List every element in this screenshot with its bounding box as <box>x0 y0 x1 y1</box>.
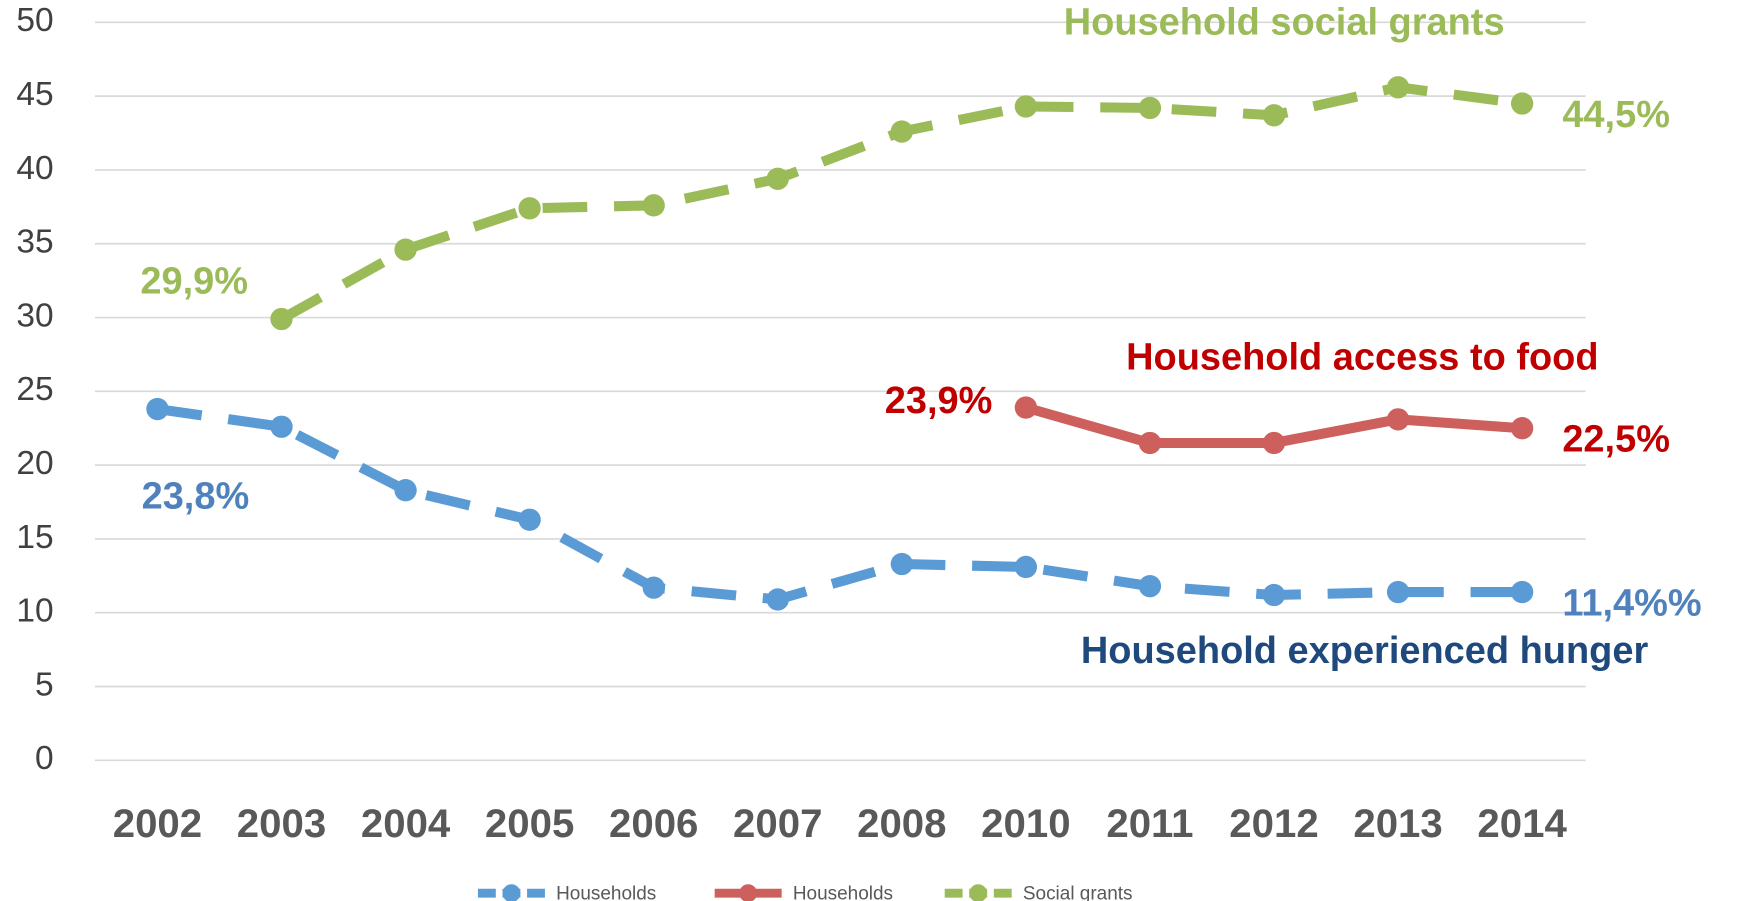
point <box>1510 580 1534 604</box>
value-label: 23,8% <box>142 475 250 517</box>
point <box>1014 95 1038 118</box>
y-tick-label: 20 <box>16 445 53 482</box>
x-tick-label: 2013 <box>1353 801 1442 846</box>
x-tick-label: 2012 <box>1229 801 1318 846</box>
x-tick-label: 2014 <box>1477 801 1567 846</box>
x-tick-label: 2004 <box>361 801 451 846</box>
point <box>1138 574 1162 598</box>
x-tick-label: 2010 <box>981 801 1070 846</box>
y-tick-label: 40 <box>16 150 53 187</box>
point <box>766 588 789 611</box>
point <box>518 508 541 531</box>
x-tick-label: 2008 <box>857 801 946 846</box>
point <box>1386 408 1410 431</box>
annotation: Household social grants <box>1064 2 1505 44</box>
x-tick-label: 2007 <box>733 801 822 846</box>
point <box>394 238 417 261</box>
point <box>1386 580 1410 604</box>
legend-label: Households <box>556 883 656 901</box>
x-tick-label: 2002 <box>113 801 202 846</box>
point <box>146 397 169 421</box>
legend-marker <box>739 884 758 901</box>
point <box>1014 555 1038 579</box>
point <box>642 194 665 217</box>
point <box>1262 104 1286 127</box>
value-label: 29,9% <box>140 260 248 302</box>
legend-marker <box>502 884 521 901</box>
value-label: 22,5% <box>1562 419 1670 461</box>
point <box>518 197 541 220</box>
point <box>890 120 913 143</box>
point <box>394 479 417 502</box>
point <box>1386 76 1410 99</box>
series-line <box>156 404 1523 605</box>
annotation: Household access to food <box>1126 337 1598 379</box>
y-tick-label: 30 <box>16 297 53 334</box>
point <box>270 307 293 331</box>
point <box>642 576 665 599</box>
y-tick-label: 5 <box>35 666 54 703</box>
point <box>1014 396 1038 419</box>
point <box>1262 583 1286 607</box>
y-tick-label: 45 <box>16 76 53 113</box>
point <box>1138 96 1162 120</box>
legend-marker <box>969 884 988 901</box>
legend-label: Social grants <box>1023 883 1133 901</box>
y-tick-label: 15 <box>16 519 53 556</box>
x-tick-label: 2003 <box>237 801 326 846</box>
point <box>270 415 293 438</box>
point <box>1510 92 1534 115</box>
annotation: Household experienced hunger <box>1081 630 1649 672</box>
value-label: 11,4%% <box>1562 582 1701 624</box>
point <box>1510 417 1534 440</box>
y-tick-label: 35 <box>16 224 53 261</box>
point <box>766 167 789 190</box>
x-tick-label: 2011 <box>1106 801 1193 846</box>
y-tick-label: 0 <box>35 740 54 777</box>
legend-label: Households <box>793 883 893 901</box>
point <box>1138 431 1162 455</box>
point <box>1262 431 1286 455</box>
y-tick-label: 50 <box>16 2 53 39</box>
point <box>890 552 913 576</box>
y-tick-label: 10 <box>16 593 53 630</box>
y-tick-label: 25 <box>16 371 53 408</box>
x-tick-label: 2005 <box>485 801 574 846</box>
value-label: 23,9% <box>885 380 993 422</box>
value-label: 44,5% <box>1562 94 1670 136</box>
x-tick-label: 2006 <box>609 801 698 846</box>
